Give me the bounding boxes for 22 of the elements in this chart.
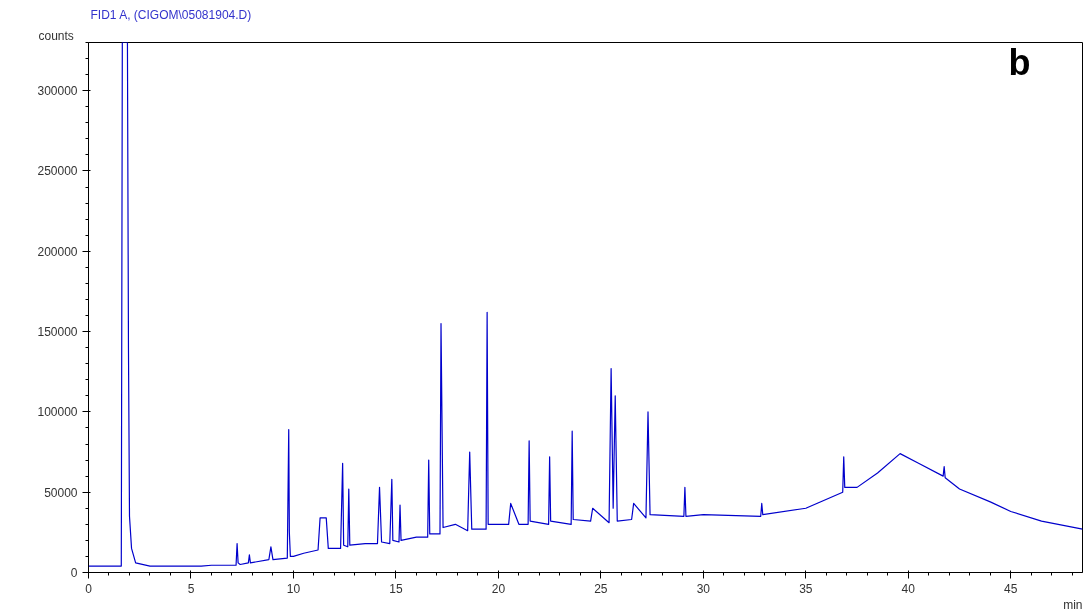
x-tick-label: 20 [491,581,506,596]
x-tick-label: 0 [85,581,93,596]
y-tick-label: 250000 [37,164,78,179]
x-tick-label: 35 [799,581,813,596]
x-tick-label: 40 [901,581,916,596]
x-tick-label: 15 [389,581,403,596]
y-tick-label: 0 [70,566,78,580]
y-tick-label: 100000 [37,405,78,420]
annotation: b [1008,41,1031,83]
y-tick-label: 300000 [37,84,78,99]
chart-title: FID1 A, (CIGOM\05081904.D) [90,7,252,22]
x-tick-label: 45 [1004,581,1018,596]
x-tick-label: 5 [187,581,195,596]
y-tick-label: 200000 [37,244,78,259]
x-tick-label: 30 [696,581,711,596]
x-tick-label: 25 [594,581,608,596]
y-axis-title: counts [38,28,74,43]
x-axis-title: min [1063,597,1083,611]
x-tick-label: 10 [286,581,301,596]
y-tick-label: 50000 [44,485,78,500]
line-series [88,42,1083,567]
y-tick-label: 150000 [37,325,78,340]
